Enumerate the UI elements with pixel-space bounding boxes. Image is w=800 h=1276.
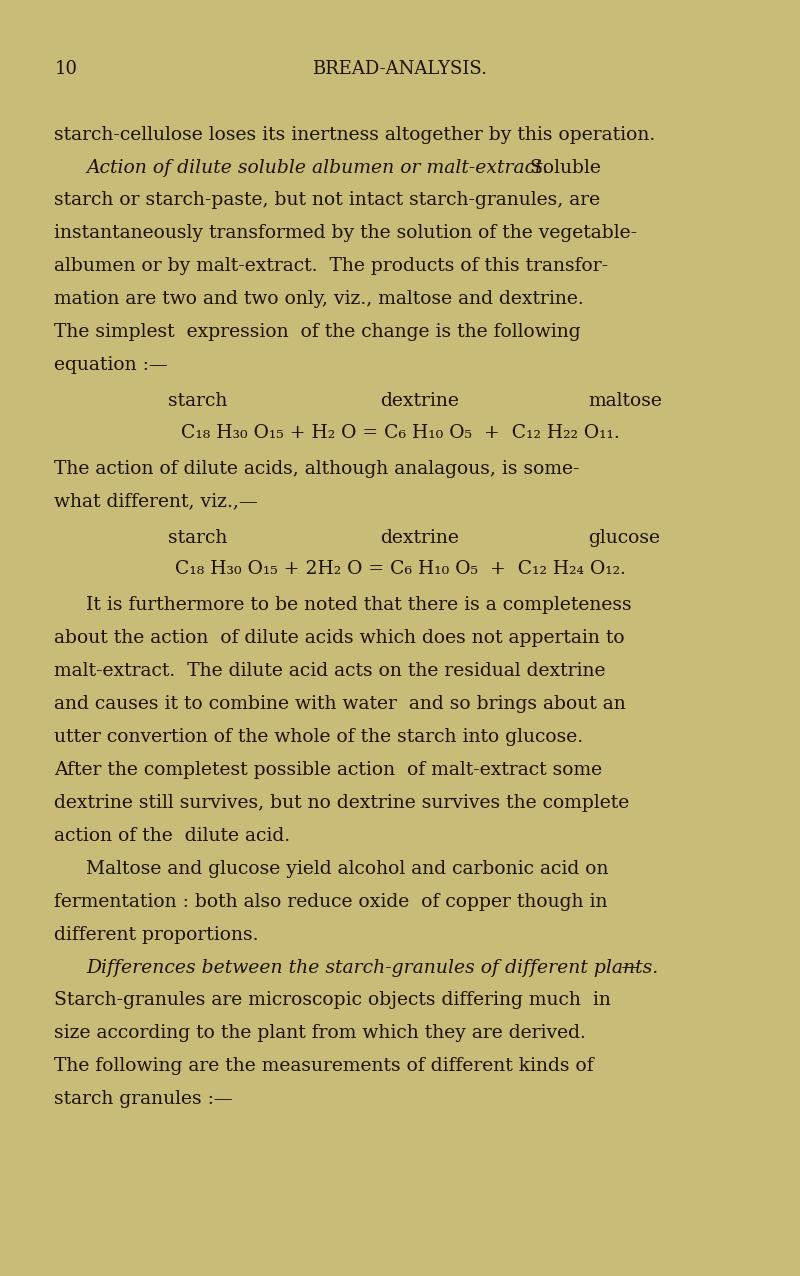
- Text: 10: 10: [54, 60, 78, 78]
- Text: BREAD-ANALYSIS.: BREAD-ANALYSIS.: [313, 60, 487, 78]
- Text: albumen or by malt-extract.  The products of this transfor-: albumen or by malt-extract. The products…: [54, 258, 609, 276]
- Text: C₁₈ H₃₀ O₁₅ + H₂ O = C₆ H₁₀ O₅  +  C₁₂ H₂₂ O₁₁.: C₁₈ H₃₀ O₁₅ + H₂ O = C₆ H₁₀ O₅ + C₁₂ H₂₂…: [181, 424, 619, 441]
- Text: maltose: maltose: [588, 392, 662, 411]
- Text: —: —: [620, 958, 639, 976]
- Text: utter convertion of the whole of the starch into glucose.: utter convertion of the whole of the sta…: [54, 729, 583, 746]
- Text: different proportions.: different proportions.: [54, 925, 259, 943]
- Text: starch: starch: [168, 528, 227, 547]
- Text: Maltose and glucose yield alcohol and carbonic acid on: Maltose and glucose yield alcohol and ca…: [86, 860, 609, 878]
- Text: starch: starch: [168, 392, 227, 411]
- Text: equation :—: equation :—: [54, 356, 168, 374]
- Text: starch or starch-paste, but not intact starch-granules, are: starch or starch-paste, but not intact s…: [54, 191, 601, 209]
- Text: After the completest possible action  of malt-extract some: After the completest possible action of …: [54, 760, 602, 778]
- Text: dextrine: dextrine: [380, 392, 459, 411]
- Text: fermentation : both also reduce oxide  of copper though in: fermentation : both also reduce oxide of…: [54, 893, 608, 911]
- Text: mation are two and two only, viz., maltose and dextrine.: mation are two and two only, viz., malto…: [54, 290, 584, 309]
- Text: The simplest  expression  of the change is the following: The simplest expression of the change is…: [54, 323, 581, 341]
- Text: and causes it to combine with water  and so brings about an: and causes it to combine with water and …: [54, 695, 626, 713]
- Text: Differences between the starch-granules of different plants.: Differences between the starch-granules …: [86, 958, 658, 976]
- Text: Action of dilute soluble albumen or malt-extract.: Action of dilute soluble albumen or malt…: [86, 158, 549, 176]
- Text: action of the  dilute acid.: action of the dilute acid.: [54, 827, 290, 845]
- Text: size according to the plant from which they are derived.: size according to the plant from which t…: [54, 1025, 586, 1042]
- Text: about the action  of dilute acids which does not appertain to: about the action of dilute acids which d…: [54, 629, 625, 647]
- Text: It is furthermore to be noted that there is a completeness: It is furthermore to be noted that there…: [86, 596, 632, 614]
- Text: starch-cellulose loses its inertness altogether by this operation.: starch-cellulose loses its inertness alt…: [54, 125, 656, 144]
- Text: dextrine: dextrine: [380, 528, 459, 547]
- Text: starch granules :—: starch granules :—: [54, 1090, 233, 1108]
- Text: glucose: glucose: [588, 528, 660, 547]
- Text: C₁₈ H₃₀ O₁₅ + 2H₂ O = C₆ H₁₀ O₅  +  C₁₂ H₂₄ O₁₂.: C₁₈ H₃₀ O₁₅ + 2H₂ O = C₆ H₁₀ O₅ + C₁₂ H₂…: [174, 560, 626, 578]
- Text: The action of dilute acids, although analagous, is some-: The action of dilute acids, although ana…: [54, 459, 580, 477]
- Text: what different, viz.,—: what different, viz.,—: [54, 493, 258, 510]
- Text: Soluble: Soluble: [518, 158, 602, 176]
- Text: dextrine still survives, but no dextrine survives the complete: dextrine still survives, but no dextrine…: [54, 794, 630, 812]
- Text: The following are the measurements of different kinds of: The following are the measurements of di…: [54, 1058, 594, 1076]
- Text: Starch-granules are microscopic objects differing much  in: Starch-granules are microscopic objects …: [54, 991, 611, 1009]
- Text: instantaneously transformed by the solution of the vegetable-: instantaneously transformed by the solut…: [54, 225, 638, 242]
- Text: malt-extract.  The dilute acid acts on the residual dextrine: malt-extract. The dilute acid acts on th…: [54, 662, 606, 680]
